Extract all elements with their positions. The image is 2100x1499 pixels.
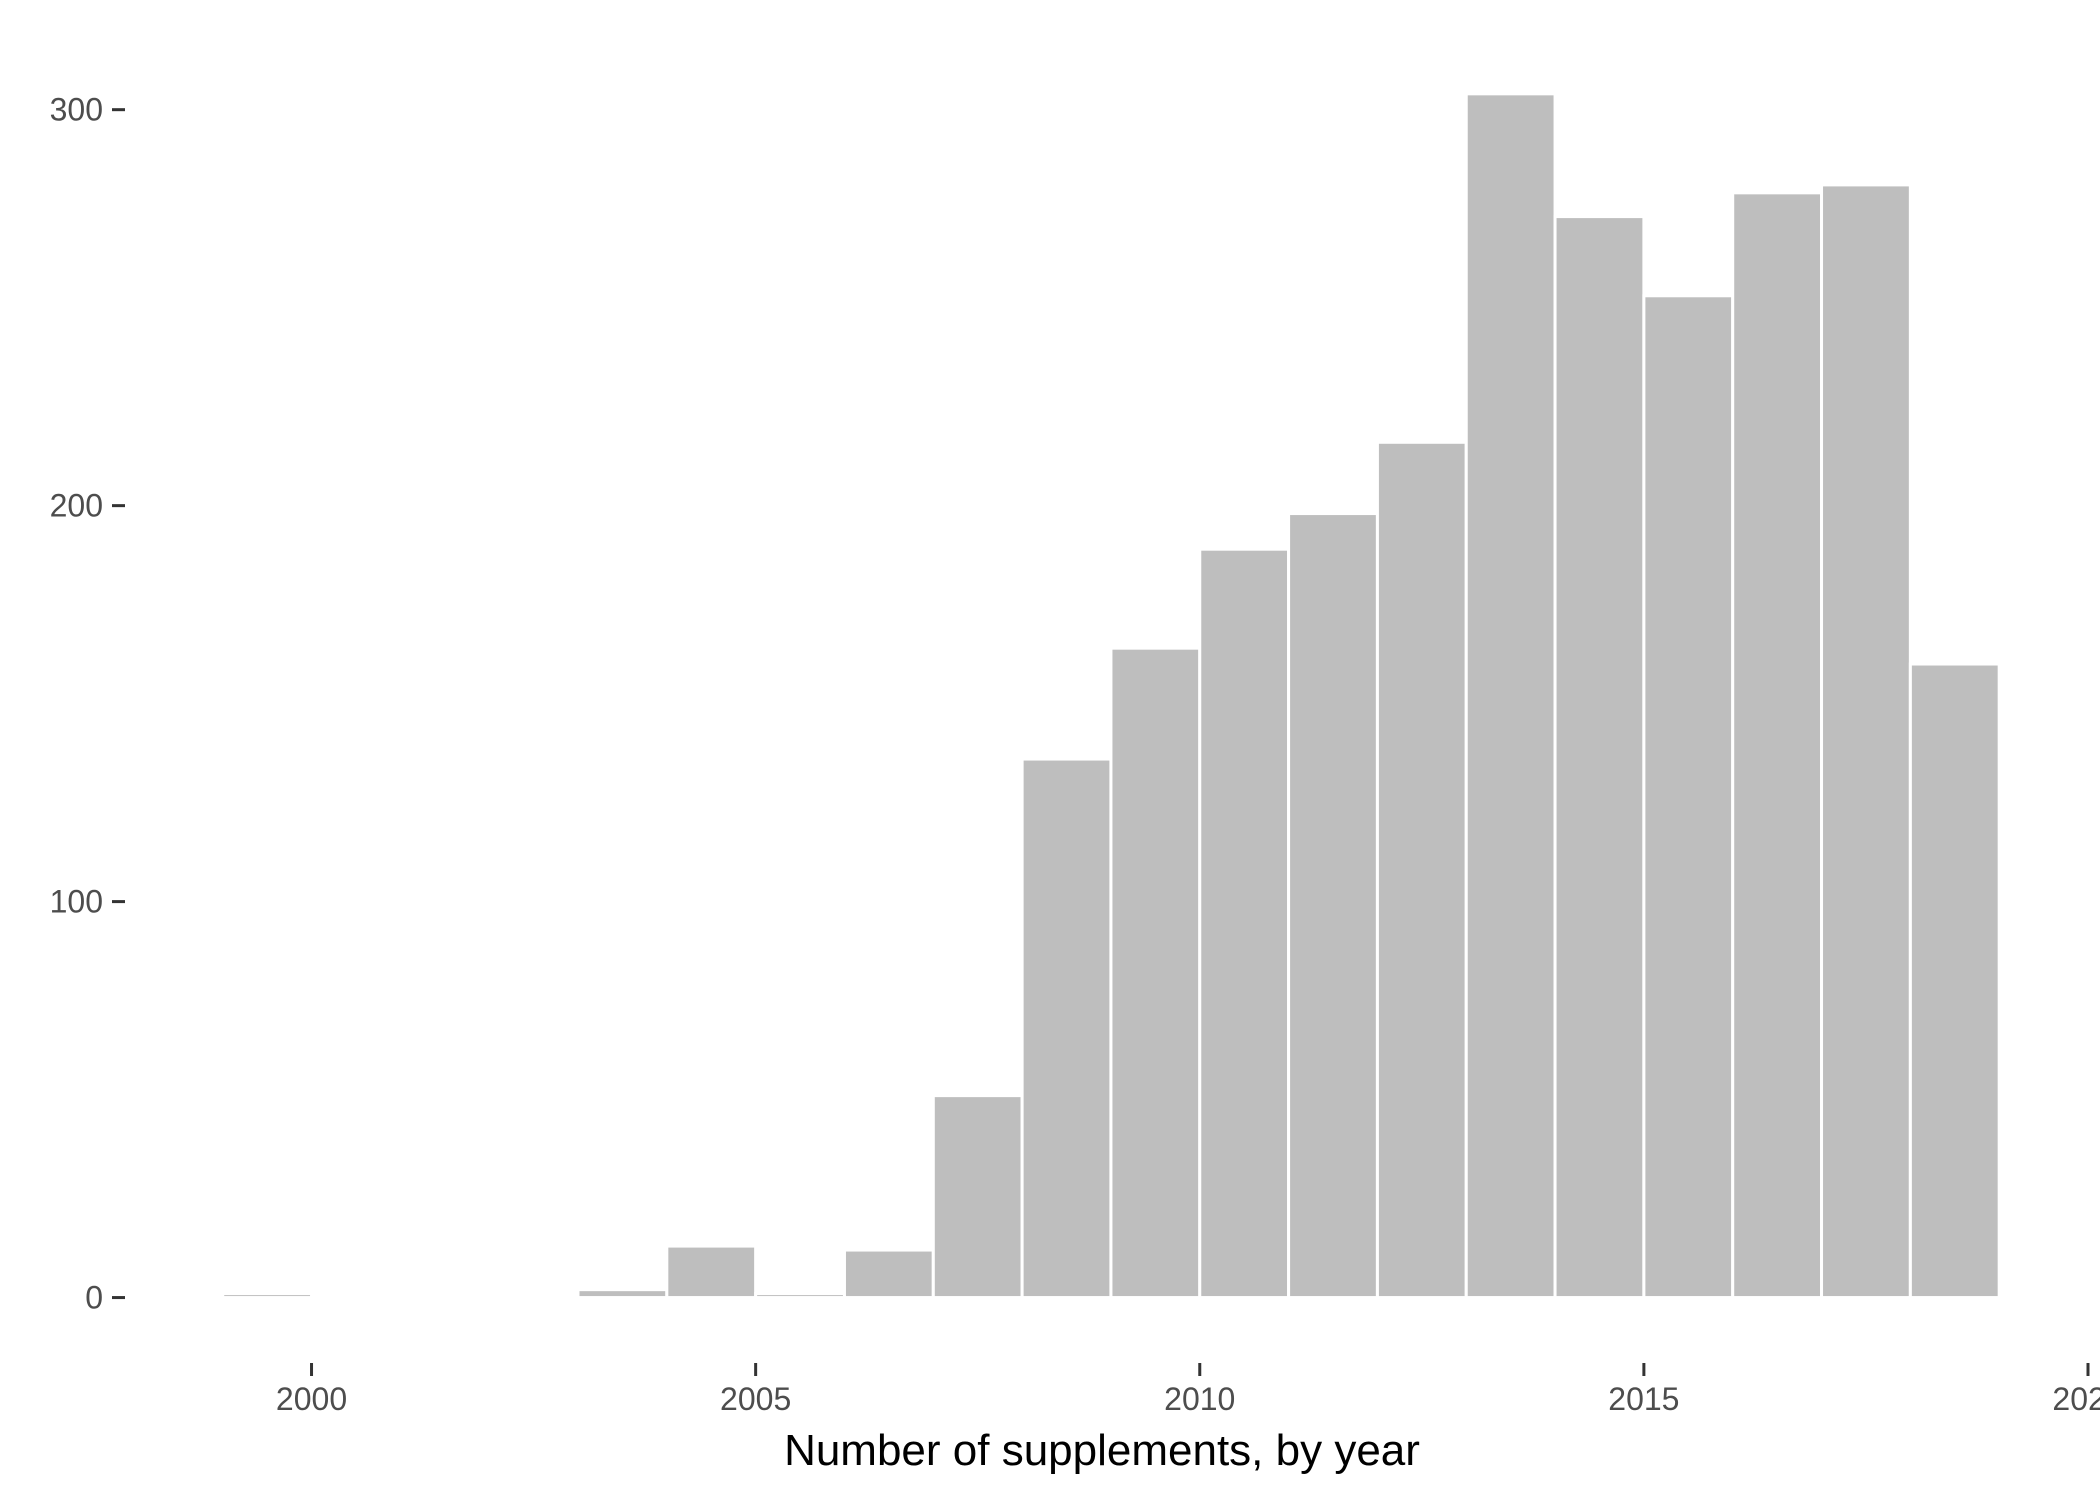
bar-2010 — [1198, 547, 1291, 1300]
x-axis: 2000 2005 2010 2015 2020 — [276, 1363, 2100, 1417]
bar-2009 — [1109, 646, 1202, 1300]
bar-2012 — [1375, 440, 1468, 1300]
bar-2003 — [576, 1288, 669, 1300]
bar-2005 — [754, 1292, 846, 1300]
bar-2006 — [842, 1248, 935, 1300]
bar-1999 — [221, 1292, 314, 1300]
x-axis-title: Number of supplements, by year — [784, 1426, 1420, 1475]
bar-2017 — [1820, 183, 1912, 1300]
y-axis: 0 100 200 300 — [50, 92, 125, 1316]
bar-2008 — [1020, 757, 1113, 1300]
x-tick-label-2015: 2015 — [1608, 1381, 1679, 1417]
x-tick-label-2000: 2000 — [276, 1381, 347, 1417]
bar-2011 — [1287, 512, 1379, 1300]
bar-2015 — [1642, 294, 1735, 1300]
y-tick-label-200: 200 — [50, 488, 103, 524]
bar-2013 — [1464, 92, 1557, 1300]
y-tick-label-0: 0 — [85, 1280, 103, 1316]
bar-2004 — [665, 1244, 758, 1300]
x-tick-label-2005: 2005 — [720, 1381, 791, 1417]
bar-2018 — [1908, 662, 2001, 1300]
bar-2016 — [1731, 191, 1824, 1300]
bars-group — [221, 92, 2001, 1300]
y-tick-label-100: 100 — [50, 884, 103, 920]
bar-2007 — [931, 1094, 1024, 1300]
x-tick-label-2010: 2010 — [1164, 1381, 1235, 1417]
y-tick-label-300: 300 — [50, 92, 103, 128]
bar-2014 — [1553, 215, 1646, 1300]
x-tick-label-2020: 2020 — [2052, 1381, 2100, 1417]
